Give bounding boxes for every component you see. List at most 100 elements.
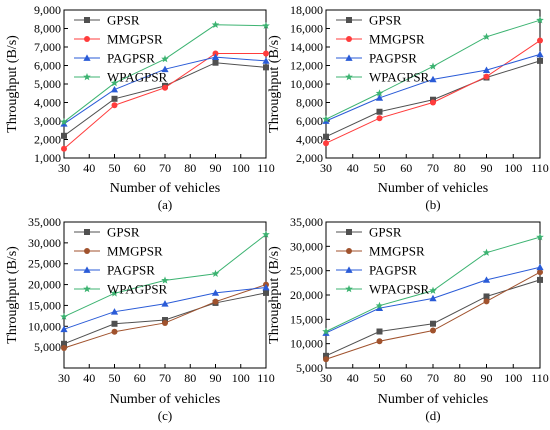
series-pagpsr [60, 53, 270, 127]
legend-label: PAGPSR [369, 263, 417, 278]
legend-label: PAGPSR [369, 51, 417, 66]
data-point [111, 320, 118, 327]
data-point [110, 289, 119, 297]
legend-label: MMGPSR [107, 32, 163, 47]
data-point [161, 276, 169, 284]
legend-marker [346, 36, 352, 42]
legend-marker [83, 54, 91, 61]
y-axis-label: Throughput (B/s) [267, 35, 282, 133]
y-tick-label: 8,000 [34, 22, 61, 36]
data-point [161, 55, 169, 63]
x-tick-label: 90 [481, 161, 493, 175]
legend-marker [83, 73, 91, 81]
data-point [61, 340, 67, 347]
x-tick-label: 110 [257, 371, 275, 385]
data-point [212, 50, 219, 57]
data-point [430, 320, 436, 327]
data-point [60, 325, 68, 333]
legend-marker [346, 17, 352, 23]
data-point [111, 328, 118, 335]
legend-label: WPAGPSR [107, 70, 168, 85]
data-point [211, 269, 220, 277]
x-tick-label: 90 [210, 371, 222, 385]
data-point [110, 79, 119, 87]
data-point [162, 84, 168, 91]
data-point [536, 233, 544, 241]
data-point [263, 64, 269, 71]
series-mmgpsr [323, 269, 543, 363]
data-point [537, 37, 543, 44]
x-tick-label: 50 [109, 161, 121, 175]
legend-label: GPSR [369, 13, 402, 28]
series-mmgpsr [323, 37, 543, 147]
y-tick-label: 15,000 [290, 312, 323, 326]
legend-marker [346, 248, 352, 254]
data-point [376, 108, 383, 115]
data-point [161, 300, 169, 307]
data-point [323, 352, 329, 359]
data-point [537, 276, 543, 283]
data-point [212, 298, 219, 305]
y-tick-label: 6,000 [34, 59, 61, 73]
data-point [322, 115, 330, 123]
x-tick-label: 50 [374, 161, 386, 175]
y-tick-label: 7,000 [34, 40, 61, 54]
data-point [212, 59, 219, 66]
legend-label: WPAGPSR [107, 282, 168, 297]
data-point [323, 356, 329, 363]
x-tick-label: 80 [184, 371, 196, 385]
x-axis-label: Number of vehicles [378, 392, 488, 407]
legend-marker [84, 17, 90, 23]
legend-marker [84, 248, 90, 254]
legend-label: GPSR [107, 13, 140, 28]
y-tick-label: 5,000 [296, 361, 323, 375]
data-point [322, 327, 330, 335]
y-tick-label: 18,000 [290, 3, 323, 17]
y-tick-label: 5,000 [34, 340, 61, 354]
series-mmgpsr [61, 50, 269, 152]
data-point [262, 21, 270, 29]
x-axis-label: Number of vehicles [110, 181, 220, 196]
data-point [430, 327, 436, 334]
data-point [162, 319, 168, 326]
legend-marker [83, 285, 91, 293]
y-tick-label: 35,000 [290, 215, 323, 229]
x-tick-label: 70 [159, 371, 171, 385]
data-point [536, 263, 544, 271]
chart-panel-c: 30 40 50 60 70 80 90 100 110 5,000 10,000 15,000 20,… [5, 215, 275, 423]
data-point [323, 133, 329, 140]
x-tick-label: 80 [454, 161, 466, 175]
legend-label: MMGPSR [107, 244, 163, 259]
y-tick-label: 10,000 [28, 319, 61, 333]
x-tick-label: 100 [504, 161, 522, 175]
data-point [537, 57, 543, 64]
x-tick-label: 70 [427, 371, 439, 385]
panel-caption: (c) [158, 408, 172, 423]
data-point [110, 308, 119, 315]
x-tick-label: 110 [257, 161, 275, 175]
y-tick-label: 3,000 [34, 114, 61, 128]
y-tick-label: 14,000 [290, 40, 323, 54]
data-point [482, 276, 491, 283]
legend-label: MMGPSR [369, 32, 425, 47]
x-tick-label: 50 [109, 371, 121, 385]
panel-caption: (b) [425, 197, 440, 212]
data-point [211, 20, 220, 29]
y-tick-label: 2,000 [34, 133, 61, 147]
y-tick-label: 25,000 [28, 257, 61, 271]
x-tick-label: 40 [347, 371, 359, 385]
data-point [429, 62, 437, 70]
data-point [110, 85, 119, 93]
y-tick-label: 30,000 [28, 236, 61, 250]
x-tick-label: 110 [531, 161, 549, 175]
data-point [483, 293, 490, 300]
data-point [376, 115, 383, 122]
data-point [61, 344, 67, 351]
data-point [60, 117, 68, 126]
y-tick-label: 25,000 [290, 264, 323, 278]
data-point [60, 312, 68, 320]
data-point [161, 65, 169, 73]
data-point [376, 328, 383, 335]
legend: GPSR MMGPSR PAGPSR WPAGPSR [74, 225, 168, 297]
x-tick-label: 80 [184, 161, 196, 175]
